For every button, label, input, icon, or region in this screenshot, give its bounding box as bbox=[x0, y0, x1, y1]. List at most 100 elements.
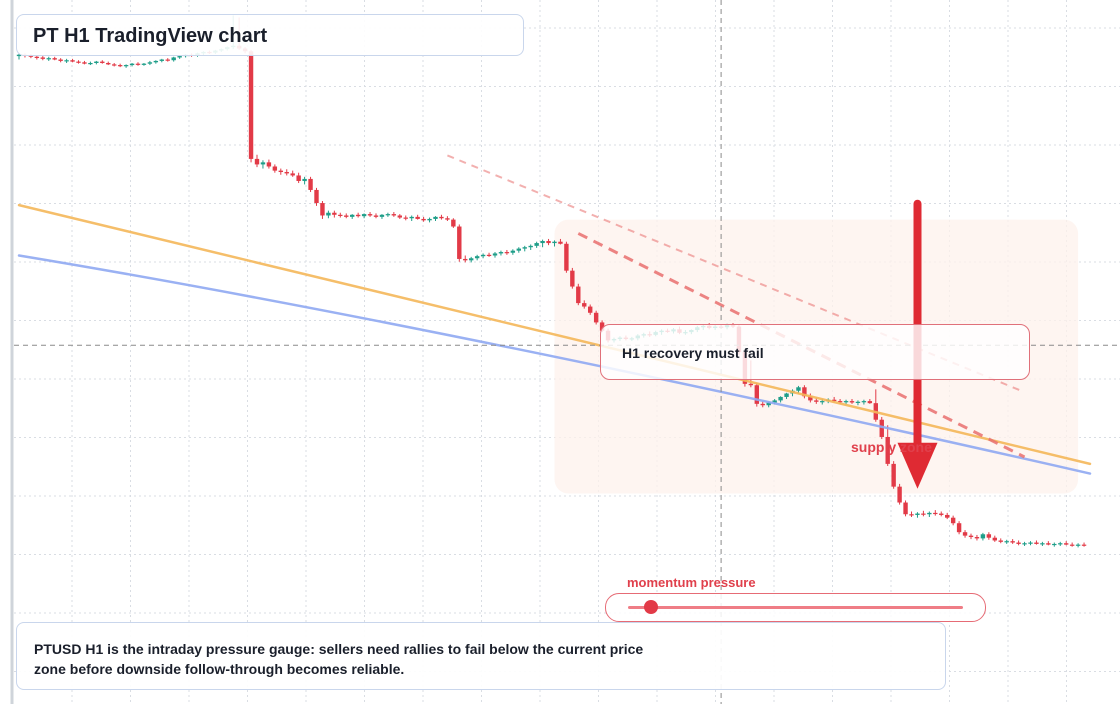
candle-body bbox=[784, 393, 789, 397]
candle-body bbox=[546, 241, 551, 244]
candle bbox=[540, 239, 545, 248]
candle-body bbox=[338, 214, 343, 216]
candle bbox=[1034, 540, 1039, 545]
candle-body bbox=[129, 63, 135, 66]
candle bbox=[266, 159, 272, 169]
candle-body bbox=[950, 517, 956, 524]
candle bbox=[570, 267, 575, 289]
candle-body bbox=[332, 212, 337, 215]
candle-body bbox=[46, 58, 51, 60]
candle bbox=[504, 249, 510, 255]
candle-body bbox=[469, 258, 474, 261]
candle-body bbox=[70, 60, 75, 62]
candle-body bbox=[117, 65, 123, 67]
candle bbox=[326, 210, 331, 219]
candle bbox=[897, 483, 902, 505]
candle-body bbox=[867, 401, 873, 404]
candle-body bbox=[296, 175, 301, 181]
candle-body bbox=[94, 61, 99, 63]
indicator-lines bbox=[17, 154, 1092, 475]
candle-body bbox=[498, 252, 504, 254]
candle bbox=[986, 532, 992, 540]
candle-body bbox=[326, 212, 331, 216]
candle bbox=[861, 399, 867, 405]
candle bbox=[576, 283, 581, 306]
candle-body bbox=[558, 241, 563, 244]
candle-body bbox=[16, 54, 22, 57]
candle-body bbox=[463, 258, 468, 261]
candle bbox=[94, 60, 99, 65]
candle bbox=[284, 169, 289, 176]
candle-body bbox=[254, 158, 260, 165]
candle-body bbox=[248, 51, 254, 159]
candle bbox=[445, 216, 450, 221]
candle-body bbox=[385, 214, 391, 216]
candle bbox=[439, 214, 444, 220]
candle-body bbox=[76, 61, 81, 63]
candle bbox=[314, 187, 319, 206]
candle bbox=[939, 511, 944, 517]
candle bbox=[558, 238, 563, 245]
candle-body bbox=[373, 215, 379, 217]
candle-body bbox=[1010, 541, 1015, 543]
candle bbox=[1064, 541, 1069, 546]
candle-body bbox=[831, 399, 837, 402]
candle-body bbox=[308, 178, 313, 190]
candle bbox=[350, 214, 355, 219]
candle bbox=[1075, 543, 1081, 548]
candle bbox=[147, 60, 153, 66]
moving-average-slow bbox=[17, 254, 1092, 475]
candle bbox=[962, 530, 968, 538]
candle-body bbox=[921, 513, 926, 515]
gauge-knob[interactable] bbox=[644, 600, 659, 614]
candle-body bbox=[843, 401, 849, 403]
candle bbox=[855, 400, 861, 406]
candle-body bbox=[808, 396, 813, 401]
candle bbox=[165, 58, 170, 62]
candle bbox=[463, 255, 468, 263]
candle-body bbox=[778, 396, 783, 401]
candle-body bbox=[177, 56, 182, 58]
candle-body bbox=[480, 254, 486, 257]
candle bbox=[415, 214, 420, 220]
candle-body bbox=[588, 306, 593, 313]
candle-body bbox=[439, 216, 444, 219]
candle-body bbox=[582, 303, 587, 307]
candle bbox=[141, 62, 147, 66]
candle-body bbox=[956, 523, 962, 533]
candle-body bbox=[849, 401, 855, 403]
candle-body bbox=[82, 62, 87, 64]
candle bbox=[159, 58, 164, 63]
candle bbox=[968, 533, 974, 540]
candle-body bbox=[260, 162, 266, 165]
candle-body bbox=[915, 513, 920, 515]
candle-body bbox=[474, 256, 480, 259]
candle-body bbox=[1058, 543, 1063, 545]
candle-body bbox=[1022, 543, 1027, 545]
candle bbox=[480, 253, 486, 259]
analysis-note-panel: PTUSD H1 is the intraday pressure gauge:… bbox=[16, 622, 946, 690]
candle-body bbox=[1028, 542, 1033, 544]
candle bbox=[1016, 540, 1021, 546]
candle bbox=[260, 160, 266, 169]
momentum-pressure-gauge bbox=[605, 593, 986, 622]
candle bbox=[302, 176, 307, 185]
candle bbox=[338, 212, 343, 218]
candle-body bbox=[909, 514, 914, 516]
candle bbox=[974, 534, 980, 541]
candle bbox=[1028, 541, 1033, 546]
candle-body bbox=[266, 162, 272, 167]
candle-body bbox=[320, 203, 325, 216]
candle-body bbox=[861, 401, 867, 403]
candle-body bbox=[302, 178, 307, 181]
candle-body bbox=[486, 254, 492, 257]
candle-body bbox=[409, 216, 414, 219]
candle bbox=[117, 63, 123, 68]
candle-body bbox=[361, 214, 367, 217]
candle bbox=[373, 213, 379, 219]
candle-body bbox=[100, 61, 105, 63]
candle-body bbox=[135, 63, 141, 65]
candle bbox=[909, 511, 914, 518]
descending-resistance bbox=[577, 232, 1026, 459]
candle-body bbox=[772, 400, 777, 403]
